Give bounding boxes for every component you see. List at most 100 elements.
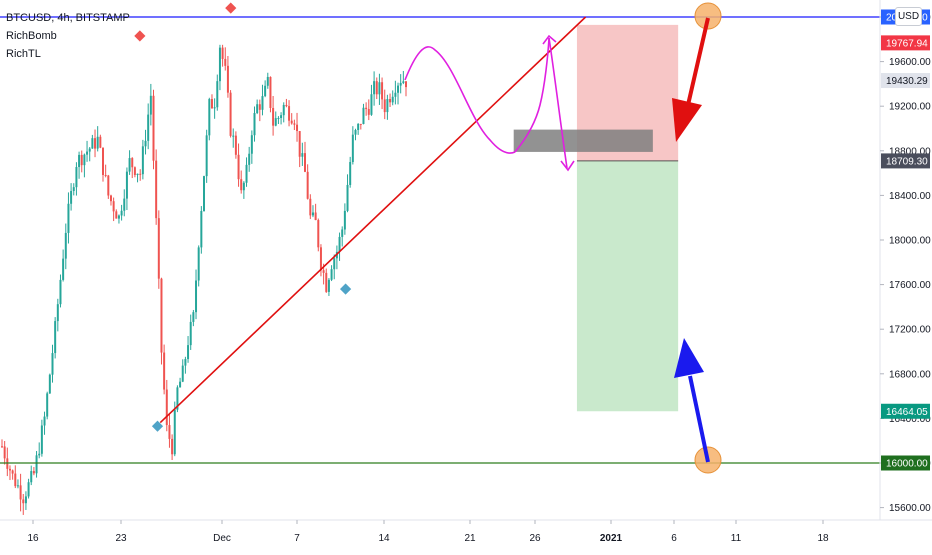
candle-body (232, 135, 235, 137)
candle (8, 465, 11, 481)
candle (96, 126, 99, 152)
candle (258, 99, 261, 122)
candle (346, 174, 349, 213)
legend-indicator-richbomb[interactable]: RichBomb (6, 30, 57, 42)
candle (261, 84, 264, 116)
candle-body (218, 47, 221, 82)
candle (11, 469, 14, 480)
candle (115, 209, 118, 219)
candle (232, 128, 235, 148)
red-arrow-shaft[interactable] (686, 17, 710, 106)
candle (285, 98, 288, 108)
candle (325, 268, 328, 293)
projected-path-down[interactable] (548, 37, 568, 169)
candle-body (72, 187, 75, 191)
candle-body (402, 81, 405, 83)
candle-body (311, 212, 314, 216)
candle-body (391, 96, 394, 103)
candle (397, 82, 400, 105)
position-tool[interactable] (513, 24, 679, 412)
candle-body (367, 109, 370, 115)
currency-button[interactable]: USD (895, 7, 922, 26)
candle (282, 102, 285, 123)
candle (125, 167, 128, 211)
price-label-text: 16464.05 (886, 407, 928, 418)
candle-body (104, 174, 107, 176)
projected-path-up[interactable] (514, 37, 550, 153)
annotations[interactable] (404, 2, 722, 474)
candle (367, 99, 370, 121)
candle (349, 156, 352, 188)
blue-arrow-shaft[interactable] (688, 375, 710, 463)
projected-path[interactable] (404, 46, 516, 154)
candle (40, 419, 43, 457)
take-profit-zone[interactable] (576, 160, 679, 412)
candle-body (86, 151, 89, 155)
candle-body (383, 99, 386, 113)
trendline[interactable] (155, 16, 587, 427)
candle-body (189, 321, 192, 346)
legend-indicator-richtl[interactable]: RichTL (6, 48, 41, 60)
candle (253, 106, 256, 142)
target-circle-top[interactable] (694, 2, 722, 30)
candle-body (258, 104, 261, 110)
candle-body (56, 304, 59, 322)
candle-body (266, 76, 269, 86)
candle-body (293, 123, 296, 125)
candle-body (346, 184, 349, 211)
candle (330, 265, 333, 282)
candle (229, 90, 232, 138)
candle (123, 189, 126, 217)
candle (298, 130, 301, 168)
candle-body (144, 140, 147, 147)
candle (54, 317, 57, 359)
candle (3, 441, 6, 465)
candle-body (120, 210, 123, 216)
candle (240, 170, 243, 194)
candle-body (75, 167, 78, 188)
candle-body (27, 482, 30, 497)
drawing-lines[interactable] (0, 16, 880, 464)
candle-body (327, 279, 330, 292)
time-tick-label: 7 (294, 533, 300, 544)
candle (72, 183, 75, 196)
price-tick-label: 15600.00 (889, 503, 931, 514)
candle (120, 204, 123, 221)
candle-body (365, 107, 368, 110)
price-tick-label: 17200.00 (889, 325, 931, 336)
candle-body (373, 81, 376, 95)
candle (19, 473, 22, 512)
candle-body (277, 118, 280, 120)
candle (165, 379, 168, 432)
candle-body (112, 201, 115, 212)
time-tick-label: 26 (529, 533, 541, 544)
candle-body (205, 135, 208, 177)
candle-body (338, 236, 341, 252)
candle (117, 214, 120, 224)
price-label-box (881, 403, 930, 419)
grey-zone-rectangle[interactable] (513, 129, 653, 152)
candle (213, 98, 216, 119)
candle (16, 479, 19, 489)
candle-body (176, 387, 179, 410)
candle (264, 80, 267, 98)
candle (173, 401, 176, 457)
candle-body (107, 175, 110, 196)
candle (147, 103, 150, 150)
candle (280, 112, 283, 125)
candle (32, 467, 35, 476)
candle (216, 74, 219, 111)
candle-body (78, 154, 81, 168)
candle-body (405, 81, 407, 88)
candle (86, 140, 89, 162)
candle (399, 74, 402, 94)
candle (381, 77, 384, 110)
legend-symbol: BTCUSD, 4h, BITSTAMP (6, 12, 130, 24)
candle (389, 93, 392, 107)
candle-body (253, 113, 256, 136)
candle-body (399, 82, 402, 86)
candle (311, 205, 314, 218)
candle-body (240, 179, 243, 191)
